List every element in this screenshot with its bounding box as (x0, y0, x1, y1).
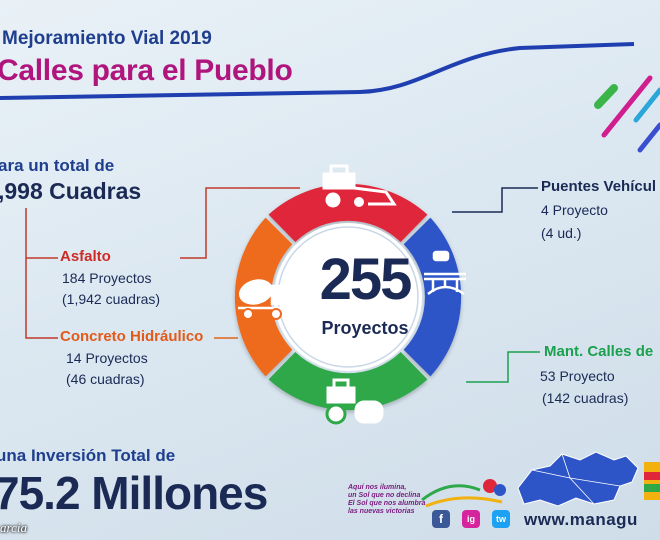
building-logo-icon (644, 462, 660, 500)
anniversary-logo (421, 479, 506, 508)
photo-credit: arcia (0, 520, 27, 535)
concreto-cuadras: (46 cuadras) (66, 371, 145, 387)
concreto-projects: 14 Proyectos (66, 350, 148, 366)
puentes-units: (4 ud.) (541, 225, 582, 241)
website-link[interactable]: www.managu (524, 510, 638, 529)
cement-mixer-icon (238, 279, 290, 320)
twitter-icon[interactable]: tw (492, 510, 510, 528)
bridge-icon (424, 250, 466, 296)
project-ring (234, 164, 466, 425)
asfalto-projects: 184 Proyectos (62, 270, 152, 286)
instagram-icon[interactable]: ig (462, 510, 480, 528)
investment-value: 75.2 Millones (0, 467, 268, 519)
managua-map (517, 451, 660, 507)
stripes-icon (594, 75, 660, 153)
concreto-heading: Concreto Hidráulico (60, 328, 204, 345)
subtitle: Mejoramiento Vial 2019 (2, 28, 212, 49)
tractor-icon (322, 164, 397, 211)
mant-cuadras: (142 cuadras) (542, 390, 629, 406)
total-projects-label: Proyectos (321, 318, 409, 338)
total-label: ara un total de (0, 156, 115, 175)
slogan: Aquí nos ilumina, un Sol que no declina … (348, 484, 426, 515)
mant-projects: 53 Proyecto (540, 368, 615, 384)
asfalto-heading: Asfalto (60, 248, 111, 265)
puentes-projects: 4 Proyecto (541, 202, 608, 218)
investment-label: una Inversión Total de (0, 446, 176, 465)
total-projects-number: 255 (319, 247, 413, 312)
puentes-heading: Puentes Vehícul (541, 178, 657, 195)
ring-segment-top (268, 183, 428, 242)
road-roller-icon (325, 378, 384, 425)
mant-heading: Mant. Calles de (544, 343, 654, 360)
asfalto-cuadras: (1,942 cuadras) (62, 291, 161, 307)
total-value: ,998 Cuadras (0, 178, 142, 204)
facebook-icon[interactable]: f (432, 510, 450, 528)
page-title: Calles para el Pueblo (0, 54, 293, 87)
